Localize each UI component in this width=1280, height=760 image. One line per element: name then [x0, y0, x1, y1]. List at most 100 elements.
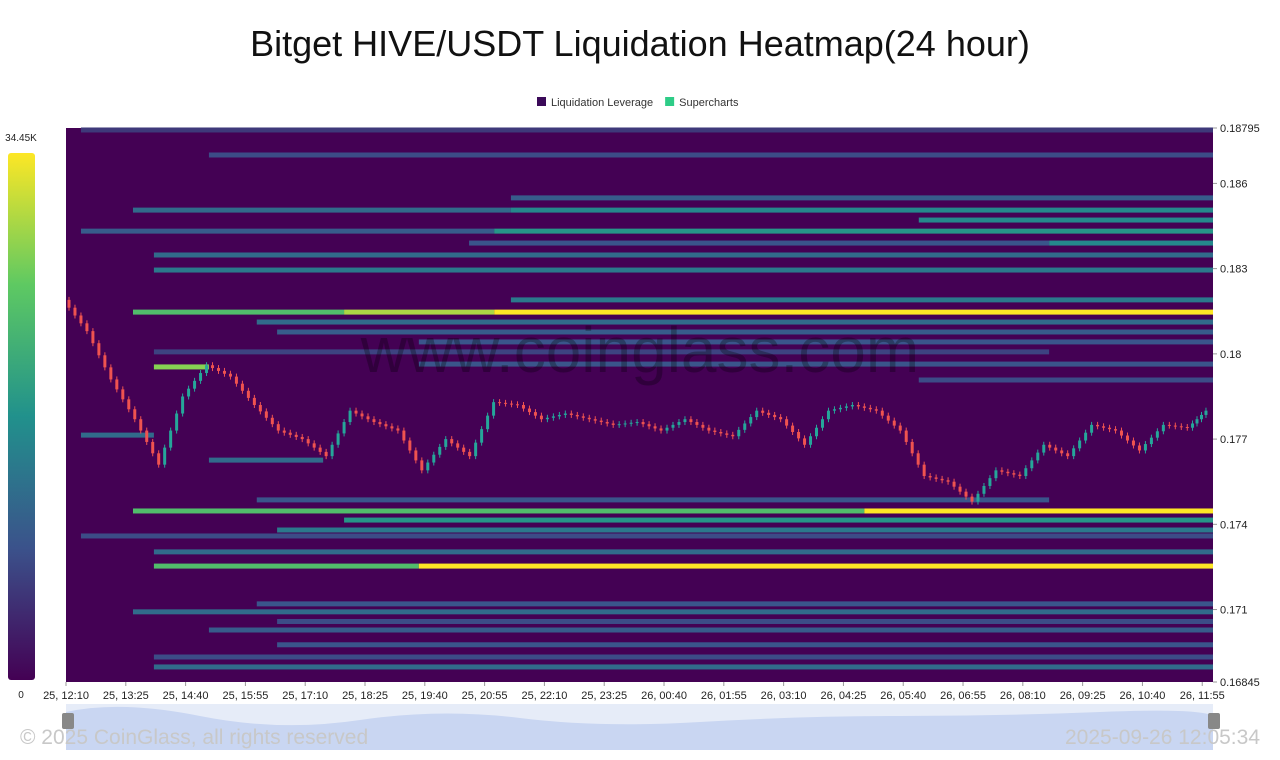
candle-body — [539, 415, 543, 420]
candle-body — [1114, 429, 1118, 431]
y-tick-label: 0.186 — [1220, 178, 1248, 190]
candle-body — [731, 434, 735, 437]
x-tick-label: 26, 10:40 — [1119, 690, 1165, 702]
x-tick-label: 26, 11:55 — [1180, 690, 1225, 702]
liquidation-level — [80, 533, 1214, 539]
liquidation-level — [510, 207, 1213, 213]
candle-body — [761, 410, 765, 413]
candle-body — [163, 447, 167, 465]
candle-body — [749, 417, 753, 424]
liquidation-level — [494, 228, 1214, 234]
candle-body — [1125, 435, 1129, 441]
candle-body — [641, 422, 645, 425]
candle-body — [492, 402, 496, 416]
liquidation-level — [153, 364, 209, 370]
candle-body — [390, 426, 394, 429]
candle-body — [474, 442, 478, 457]
candle-body — [868, 407, 872, 410]
liquidation-level — [153, 252, 1214, 258]
x-tick-label: 25, 15:55 — [222, 690, 268, 702]
x-tick-label: 25, 14:40 — [163, 690, 209, 702]
candle-body — [342, 422, 346, 434]
candle-body — [659, 428, 663, 431]
candle-body — [199, 373, 203, 381]
candle-body — [444, 439, 448, 447]
candle-body — [1012, 473, 1016, 475]
candle-body — [252, 397, 256, 405]
candle-body — [1204, 410, 1208, 415]
candle-body — [1054, 447, 1058, 451]
navigator-handle[interactable] — [62, 713, 74, 729]
candle-body — [797, 431, 801, 439]
candle-body — [480, 429, 484, 443]
candle-body — [222, 370, 226, 374]
candle-body — [157, 453, 161, 465]
candle-body — [384, 424, 388, 427]
candle-body — [1060, 450, 1064, 454]
candle-body — [623, 423, 627, 425]
candle-body — [348, 410, 352, 423]
candle-body — [240, 383, 244, 391]
candle-body — [575, 414, 579, 417]
candle-body — [438, 446, 442, 455]
candle-body — [1179, 426, 1183, 428]
candle-body — [928, 476, 932, 478]
candle-body — [611, 423, 615, 425]
candle-body — [1000, 470, 1004, 472]
candle-body — [1084, 432, 1088, 441]
candle-body — [1102, 426, 1106, 428]
liquidation-level — [153, 349, 1050, 355]
candle-body — [330, 444, 334, 457]
candle-body — [551, 416, 555, 418]
candle-body — [91, 331, 95, 344]
liquidation-level — [132, 207, 511, 213]
candle-body — [964, 491, 968, 497]
y-tick-label: 0.177 — [1220, 434, 1248, 446]
liquidation-level — [208, 627, 1213, 633]
x-tick-label: 26, 04:25 — [820, 690, 866, 702]
navigator-handle[interactable] — [1208, 713, 1220, 729]
candle-body — [862, 406, 866, 408]
candle-body — [988, 478, 992, 486]
candle-body — [898, 425, 902, 431]
x-tick-label: 26, 09:25 — [1060, 690, 1106, 702]
liquidation-level — [153, 563, 419, 569]
candle-body — [581, 416, 585, 418]
x-tick-label: 26, 08:10 — [1000, 690, 1046, 702]
candle-body — [1131, 440, 1135, 446]
candle-body — [629, 422, 633, 424]
candle-body — [916, 453, 920, 465]
candle-body — [1149, 437, 1153, 445]
candle-body — [850, 405, 854, 407]
candle-body — [139, 419, 143, 431]
candle-body — [815, 427, 819, 437]
candle-body — [557, 414, 561, 417]
candle-body — [1066, 453, 1070, 457]
candle-body — [689, 419, 693, 423]
candle-body — [569, 413, 573, 415]
candle-body — [958, 486, 962, 492]
x-tick-label: 25, 23:25 — [581, 690, 627, 702]
candle-body — [533, 412, 537, 416]
liquidation-level — [80, 127, 1214, 133]
y-tick-label: 0.18795 — [1220, 123, 1260, 135]
candle-body — [432, 454, 436, 463]
candle-body — [498, 402, 502, 404]
liquidation-level — [469, 240, 1050, 246]
candle-body — [103, 355, 107, 368]
candle-body — [73, 307, 77, 316]
candle-body — [856, 405, 860, 407]
candle-body — [994, 470, 998, 479]
candle-body — [181, 396, 185, 414]
candle-body — [276, 424, 280, 431]
candle-body — [1120, 430, 1124, 436]
colorbar — [8, 153, 35, 680]
candle-body — [545, 417, 549, 420]
x-tick-label: 26, 03:10 — [761, 690, 807, 702]
candle-body — [952, 481, 956, 487]
colorbar-label: 34.45K — [5, 133, 37, 144]
candle-body — [779, 417, 783, 420]
candle-body — [288, 432, 292, 435]
candle-body — [677, 422, 681, 425]
candle-body — [910, 441, 914, 454]
